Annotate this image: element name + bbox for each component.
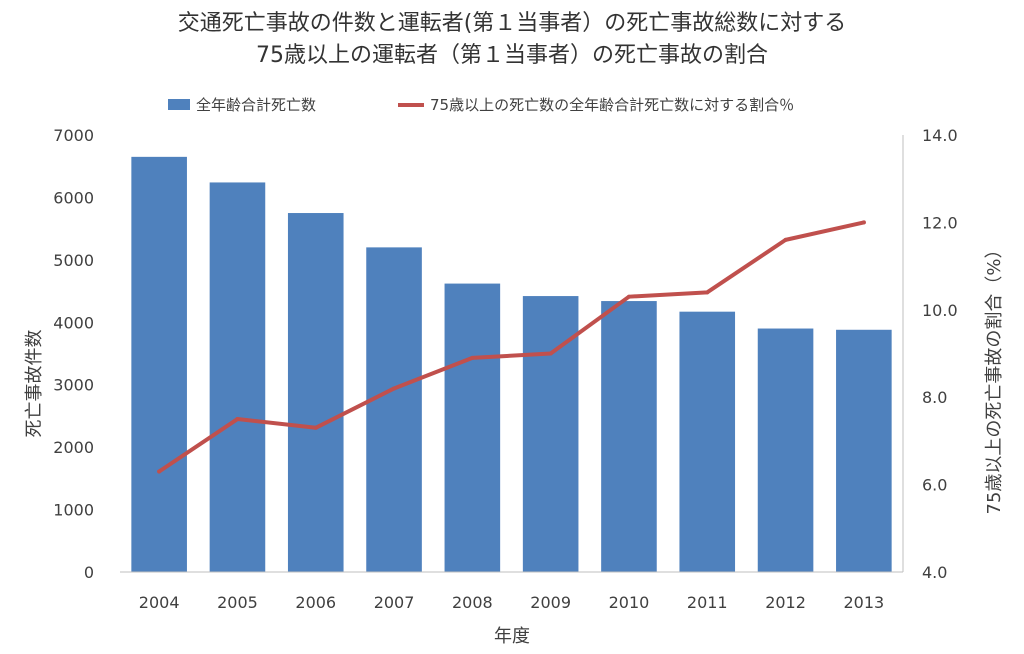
bar-2011 [679,311,736,572]
y-left-tick-1000: 1000 [53,501,94,520]
bar-2006 [287,213,344,573]
legend-label-bar: 全年齢合計死亡数 [196,96,317,114]
x-tick-2006: 2006 [295,593,336,612]
x-tick-2008: 2008 [452,593,493,612]
bar-2007 [366,247,422,572]
x-tick-2004: 2004 [139,593,180,612]
line-series-75plus-ratio [157,220,866,474]
line-point-2013 [861,220,866,225]
x-tick-2009: 2009 [530,593,571,612]
line-point-2011 [705,290,710,295]
x-axis-title: 年度 [494,626,530,647]
x-tick-2010: 2010 [609,593,650,612]
line-point-2009 [548,351,553,356]
line-point-2006 [313,425,318,430]
x-tick-2005: 2005 [217,593,258,612]
bar-2008 [444,283,501,572]
line-point-2007 [392,386,397,391]
bar-2013 [836,329,892,572]
line-point-2005 [235,417,240,422]
line-point-2008 [470,355,475,360]
y-left-tick-0: 0 [84,563,94,582]
legend-item-line: 75歳以上の死亡数の全年齢合計死亡数に対する割合％ [398,94,794,115]
x-tick-2012: 2012 [765,593,806,612]
y-left-tick-3000: 3000 [53,376,94,395]
y-right-tick-6.0: 6.0 [922,476,947,495]
y-axis-left-title: 死亡事故件数 [24,330,45,438]
x-tick-2011: 2011 [687,593,728,612]
chart-title-line2: 75歳以上の運転者（第１当事者）の死亡事故の割合 [256,43,768,68]
legend-swatch-line [398,102,424,107]
x-tick-2007: 2007 [374,593,415,612]
y-axis-right-title: 75歳以上の死亡事故の割合（%） [984,240,1005,514]
legend-label-line: 75歳以上の死亡数の全年齢合計死亡数に対する割合％ [430,96,795,114]
x-tick-2013: 2013 [843,593,884,612]
y-left-tick-7000: 7000 [53,126,94,145]
bar-2012 [757,328,814,572]
y-left-tick-5000: 5000 [53,251,94,270]
bar-2010 [601,301,657,572]
line-point-2010 [626,294,631,299]
y-left-tick-2000: 2000 [53,438,94,457]
legend-swatch-bar [168,99,190,110]
chart-title-line1: 交通死亡事故の件数と運転者(第１当事者）の死亡事故総数に対する [177,11,847,36]
y-right-tick-4.0: 4.0 [922,563,947,582]
y-right-tick-8.0: 8.0 [922,388,947,407]
bar-2004 [131,156,187,572]
legend-item-bar: 全年齢合計死亡数 [168,94,316,115]
y-right-tick-10.0: 10.0 [922,301,958,320]
line-point-2004 [157,469,162,474]
chart-title: 交通死亡事故の件数と運転者(第１当事者）の死亡事故総数に対する 75歳以上の運転… [0,8,1024,72]
line-point-2012 [783,237,788,242]
y-right-tick-12.0: 12.0 [922,213,958,232]
y-left-tick-6000: 6000 [53,188,94,207]
bar-2005 [209,182,266,572]
y-left-tick-4000: 4000 [53,313,94,332]
y-right-tick-14.0: 14.0 [922,126,958,145]
legend: 全年齢合計死亡数 75歳以上の死亡数の全年齢合計死亡数に対する割合％ [0,94,1024,118]
